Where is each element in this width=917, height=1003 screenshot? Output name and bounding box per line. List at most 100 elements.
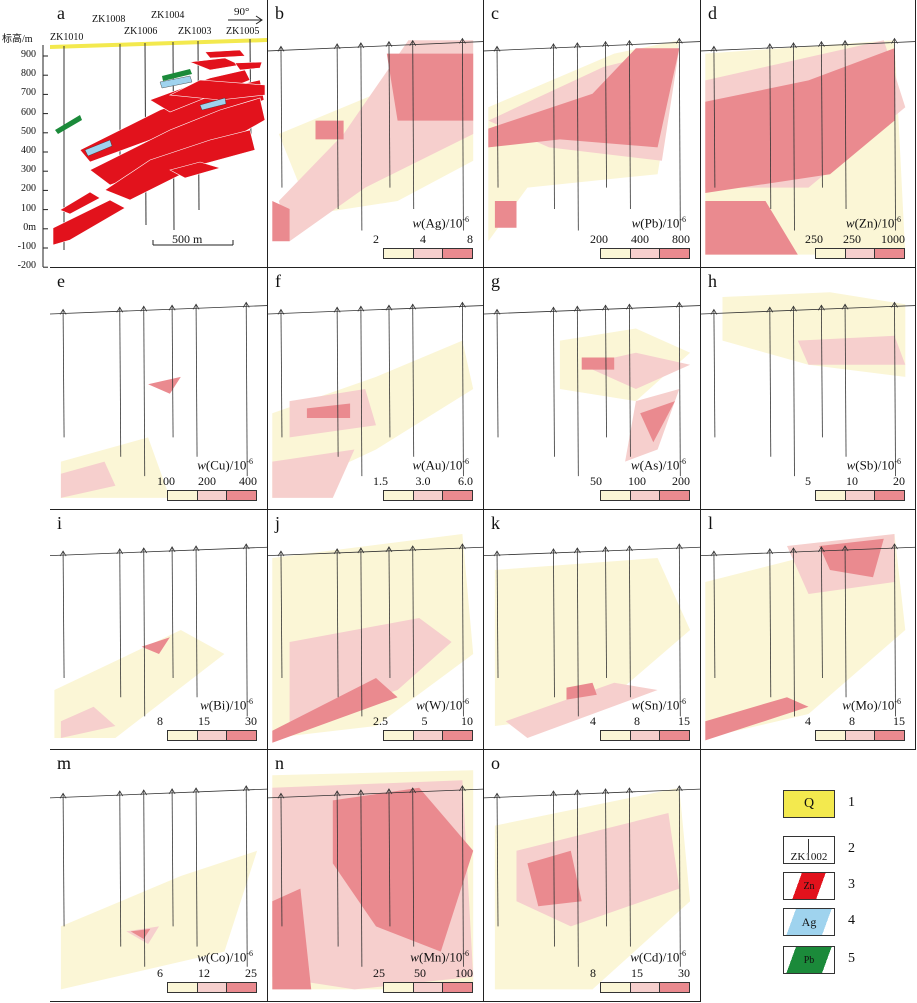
drillhole-arrow-icon [626, 545, 633, 552]
drillhole-arrow-icon [116, 306, 124, 313]
drillhole-line [894, 544, 896, 717]
drillhole-arrow-icon [333, 306, 341, 313]
drillhole-line [245, 544, 248, 717]
scale-tick-labels: 4 8 15 [590, 714, 690, 729]
anomaly-zone-high [332, 787, 474, 952]
anomaly-zone-high [130, 928, 151, 939]
drillhole-line [553, 791, 555, 947]
scale-swatch-low [601, 731, 631, 740]
concentration-color-scale [383, 982, 473, 993]
scale-swatch-mid [845, 731, 876, 740]
scale-tick-labels: 25 50 100 [373, 966, 473, 981]
drillhole-symbol-icon [808, 839, 809, 853]
concentration-unit-label: w(Mn)/10-6 [410, 948, 469, 964]
drillhole-arrow-icon [675, 301, 683, 308]
scale-tick-label: 20 [893, 474, 905, 488]
drillhole-line [388, 788, 391, 927]
ground-surface-line [701, 546, 915, 556]
drillhole-arrow-icon [409, 787, 417, 794]
scale-tick-labels: 8 15 30 [590, 966, 690, 981]
drillhole-arrow-icon [493, 792, 501, 799]
panel-e-cu-anomaly: e w(Cu)/10-6 100 200 400 [50, 268, 268, 510]
drillhole-arrow-icon [573, 42, 581, 49]
panel-label: f [275, 271, 281, 291]
legend-swatch-4: Ag [783, 908, 835, 936]
drillhole-line [628, 787, 631, 947]
scale-swatch-mid [630, 249, 661, 258]
drillhole-arrow-icon [841, 545, 849, 552]
scale-tick-labels: 100 200 400 [157, 474, 257, 489]
drillhole-line [62, 551, 65, 679]
panel-label: o [491, 753, 500, 773]
scale-swatch-low [384, 983, 414, 992]
scale-tick-label: 3.0 [415, 474, 431, 488]
drillhole-arrow-icon [140, 789, 148, 796]
scale-label: 500 m [172, 232, 203, 246]
ground-surface-line [268, 788, 483, 799]
drillhole-line [62, 309, 65, 438]
drillhole-arrow-icon [116, 790, 124, 797]
drillhole-line [143, 790, 146, 967]
scale-tick-label: 400 [239, 474, 257, 488]
drillhole-arrow-icon [459, 785, 466, 792]
elevation-tick-label: -100 [17, 241, 36, 252]
drillhole-arrow-icon [409, 545, 417, 552]
scale-tick-label: 10 [846, 474, 858, 488]
element-symbol: As [643, 457, 659, 472]
drillhole-arrow-icon [550, 306, 557, 313]
concentration-color-scale [383, 248, 473, 259]
ground-surface-line [268, 41, 483, 52]
concentration-unit-label: w(Zn)/10-6 [845, 214, 901, 230]
drillhole-line [496, 46, 499, 188]
concentration-unit-label: w(Cd)/10-6 [630, 948, 686, 964]
drillhole-line [605, 788, 607, 927]
anomaly-zone-mid [505, 682, 658, 738]
elevation-axis-line [42, 45, 48, 268]
scale-tick-labels: 5 10 20 [805, 474, 905, 489]
panel-label: i [57, 513, 63, 533]
scale-tick-label: 100 [455, 966, 473, 980]
drillhole-arrow-icon [675, 37, 683, 44]
drillhole-arrow-icon [116, 548, 124, 555]
drillhole-arrow-icon [891, 543, 898, 550]
ground-surface-line [484, 41, 700, 52]
scale-swatch-low [384, 491, 414, 500]
drillhole-line [412, 304, 415, 457]
drillhole-line [336, 548, 339, 698]
legend-swatch-3: Zn [783, 872, 835, 900]
drillhole-arrow-icon [192, 303, 200, 310]
drillhole-arrow-icon [357, 42, 365, 49]
panel-label: j [275, 513, 281, 533]
legend-panel: Q 1 ZK1002 2 Zn 3 Ag 4 Pb 5 [701, 750, 916, 1002]
panel-a-cross-section: a [50, 0, 268, 268]
concentration-color-scale [815, 490, 905, 501]
drillhole-line [576, 790, 579, 967]
scale-swatch-mid [197, 983, 228, 992]
ground-surface-line [484, 546, 700, 556]
drillhole-arrow-icon [818, 304, 825, 311]
scale-swatch-low [816, 491, 846, 500]
drillhole-arrow-icon [602, 304, 609, 311]
drillhole-line [769, 548, 772, 698]
drillhole-line [143, 306, 146, 477]
drillhole-label-zk1004: ZK1004 [151, 10, 185, 21]
element-symbol: Cd [643, 949, 659, 964]
scale-tick-labels: 2.5 5 10 [373, 714, 473, 729]
drillhole-arrow-icon [573, 547, 581, 554]
scale-tick-label: 50 [590, 474, 602, 488]
drillhole-line [793, 547, 795, 717]
scale-tick-label: 15 [198, 714, 210, 728]
element-symbol: Bi [213, 697, 226, 712]
anomaly-zone-high [148, 376, 181, 394]
anomaly-zone-high [527, 850, 582, 907]
legend-symbol: Pb [803, 954, 815, 966]
legend-number: 4 [848, 913, 855, 928]
panel-m-co-anomaly: m w(Co)/10-6 6 12 25 [50, 750, 268, 1002]
elevation-tick-label: 600 [21, 106, 36, 118]
scale-tick-labels: 250 250 1000 [805, 232, 905, 247]
drillhole-arrow-icon [550, 790, 557, 797]
scale-tick-label: 15 [893, 714, 905, 728]
legend-symbol: Zn [803, 880, 815, 892]
anomaly-zone-high [640, 401, 675, 443]
legend-symbol: ZK1002 [790, 851, 828, 863]
